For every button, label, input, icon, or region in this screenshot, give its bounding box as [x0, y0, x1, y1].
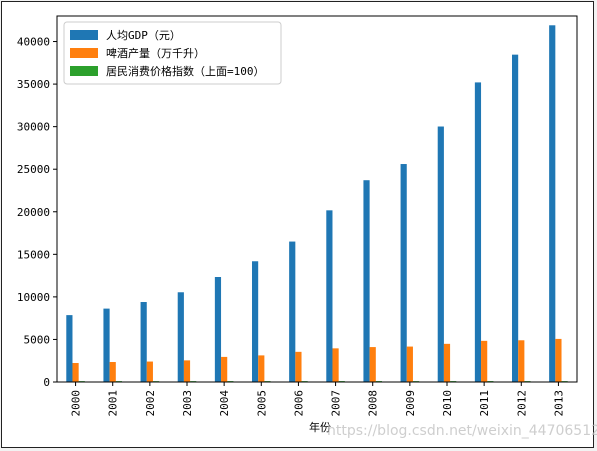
bar-1-2013: [555, 338, 562, 382]
legend-swatch-1: [70, 48, 98, 58]
bar-1-2010: [443, 343, 451, 382]
bar-1-2002: [146, 361, 153, 382]
bar-0-2002: [140, 302, 147, 382]
x-tick-label-2005: 2005: [255, 390, 268, 417]
x-tick-label-2008: 2008: [367, 390, 380, 417]
bar-0-2010: [437, 126, 444, 383]
legend-swatch-2: [70, 66, 98, 76]
bars-layer: [66, 25, 568, 383]
x-tick-label-2009: 2009: [404, 390, 417, 417]
bar-0-2003: [177, 292, 184, 382]
bar-1-2001: [109, 362, 116, 382]
x-tick-label-2010: 2010: [441, 390, 454, 417]
legend-label-2: 居民消费价格指数（上面=100）: [106, 64, 265, 78]
y-tick-label: 35000: [17, 78, 50, 91]
bar-0-2001: [103, 308, 110, 382]
x-tick-label-2007: 2007: [330, 390, 343, 417]
y-tick-label: 20000: [17, 206, 50, 219]
watermark-text: https://blog.csdn.net/weixin_44706512: [327, 423, 597, 439]
bar-0-2004: [214, 277, 222, 382]
x-tick-label-2013: 2013: [552, 390, 565, 417]
bar-0-2007: [326, 210, 333, 382]
y-tick-label: 15000: [17, 248, 50, 261]
bar-1-2000: [72, 363, 79, 382]
y-tick-label: 5000: [24, 333, 51, 346]
bar-0-2006: [289, 241, 296, 382]
bar-1-2005: [258, 355, 265, 382]
y-tick-label: 25000: [17, 163, 50, 176]
y-tick-label: 30000: [17, 121, 50, 134]
bar-0-2009: [400, 164, 407, 382]
bar-1-2007: [332, 348, 339, 382]
x-tick-label-2000: 2000: [70, 390, 83, 417]
axes-layer: 0 5000 10000 15000 20000 25000 30000 35000 40000…: [17, 15, 578, 434]
bar-0-2012: [512, 54, 519, 383]
bar-1-2003: [183, 360, 191, 382]
bar-1-2004: [221, 356, 228, 382]
x-tick-label-2004: 2004: [218, 390, 231, 417]
y-tick-label: 0: [43, 376, 50, 389]
bar-0-2005: [252, 261, 259, 382]
plot-area-border: [56, 15, 578, 383]
legend: 人均GDP（元） 啤酒产量（万千升） 居民消费价格指数（上面=100）: [63, 21, 282, 85]
bar-1-2009: [406, 346, 413, 382]
y-tick-label: 40000: [17, 36, 50, 49]
bar-1-2012: [518, 340, 525, 382]
bar-1-2011: [481, 340, 488, 382]
x-axis-label: 年份: [309, 420, 331, 434]
bar-1-2008: [369, 347, 376, 382]
bar-0-2008: [363, 180, 370, 382]
y-tick-label: 10000: [17, 291, 50, 304]
bar-0-2000: [66, 315, 73, 382]
x-tick-label-2003: 2003: [181, 390, 194, 417]
bar-1-2006: [295, 351, 302, 382]
x-tick-label-2012: 2012: [515, 390, 528, 417]
legend-box: [63, 21, 282, 85]
x-tick-label-2006: 2006: [292, 390, 305, 417]
x-tick-label-2011: 2011: [478, 390, 491, 417]
bar-0-2013: [549, 25, 556, 382]
legend-swatch-0: [70, 30, 98, 40]
legend-label-1: 啤酒产量（万千升）: [106, 46, 205, 60]
bar-0-2011: [474, 82, 482, 382]
x-tick-label-2001: 2001: [107, 390, 120, 417]
legend-label-0: 人均GDP（元）: [106, 29, 181, 42]
x-tick-label-2002: 2002: [144, 390, 157, 417]
